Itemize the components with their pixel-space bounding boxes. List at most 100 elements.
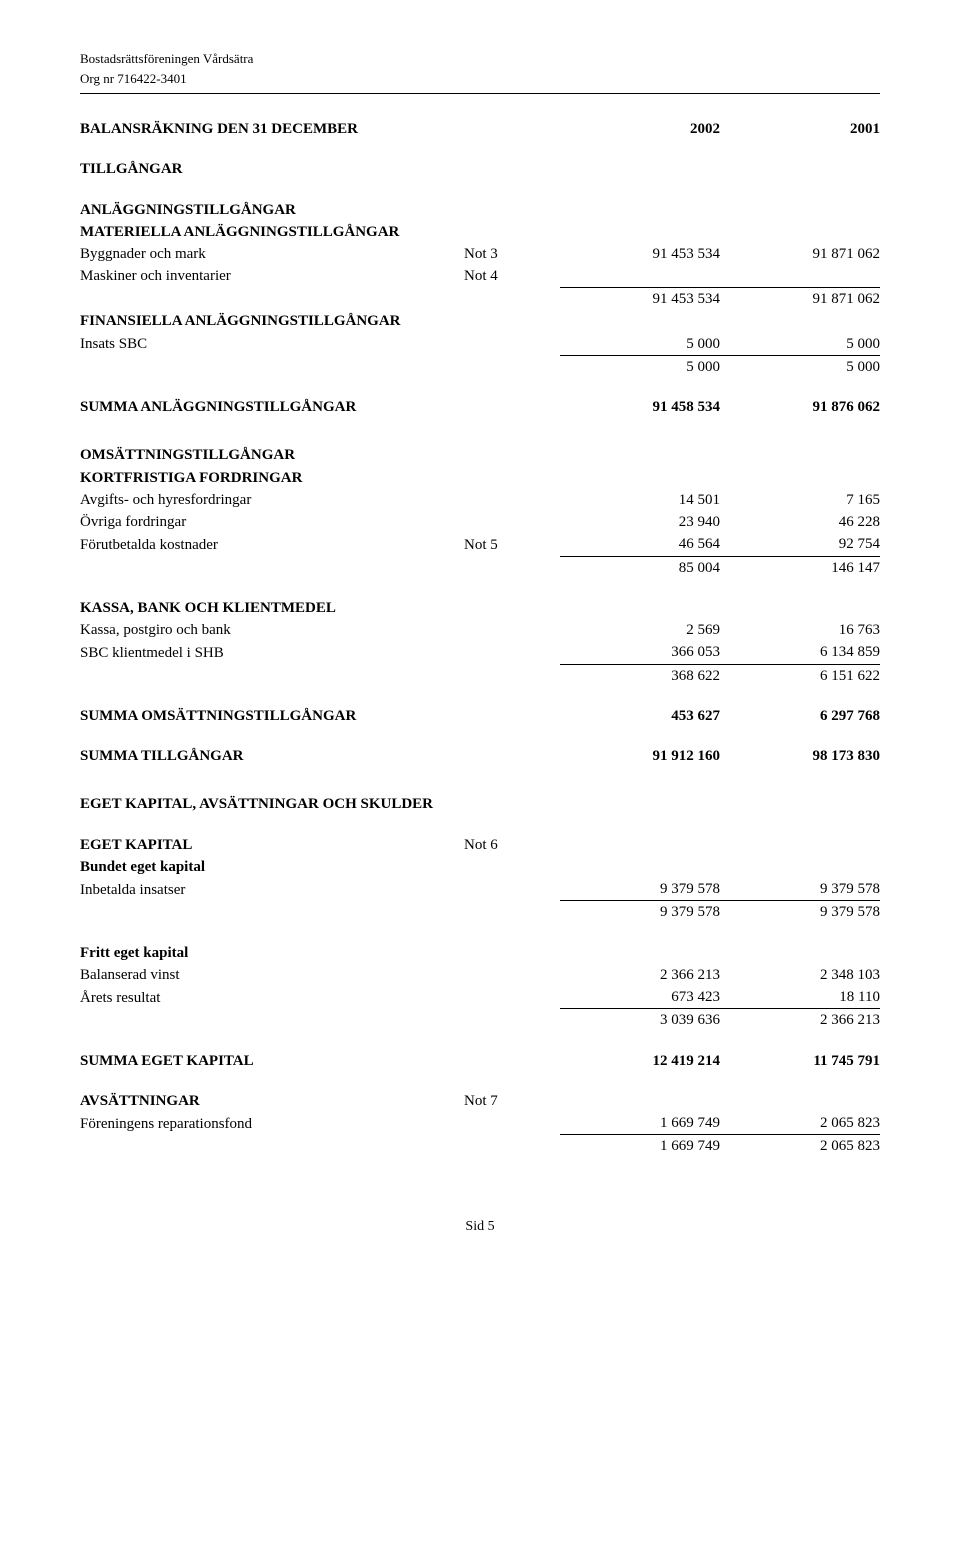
year-1: 2002: [560, 118, 720, 140]
sec-finansiella: FINANSIELLA ANLÄGGNINGSTILLGÅNGAR: [80, 310, 464, 332]
val-2: 146 147: [720, 556, 880, 579]
val-2: 6 151 622: [720, 664, 880, 687]
val-2: 9 379 578: [720, 878, 880, 901]
row-kortfristiga-sum: 85 004 146 147: [80, 556, 880, 579]
row-materiella-sum: 91 453 534 91 871 062: [80, 288, 880, 311]
title-label: BALANSRÄKNING DEN 31 DECEMBER: [80, 118, 464, 140]
sec-kortfristiga: KORTFRISTIGA FORDRINGAR: [80, 467, 464, 489]
label: Föreningens reparationsfond: [80, 1112, 464, 1135]
note: Not 5: [464, 533, 560, 556]
val-1: 23 940: [560, 511, 720, 533]
val-2: 6 134 859: [720, 641, 880, 664]
row-balanserad: Balanserad vinst 2 366 213 2 348 103: [80, 964, 880, 986]
note: Not 3: [464, 243, 560, 265]
label: SUMMA ANLÄGGNINGSTILLGÅNGAR: [80, 396, 464, 418]
val-1: 2 366 213: [560, 964, 720, 986]
row-ek-heading: EGET KAPITAL Not 6: [80, 834, 880, 856]
val-2: 91 871 062: [720, 288, 880, 311]
label: SUMMA EGET KAPITAL: [80, 1050, 464, 1072]
row-summa-ek: SUMMA EGET KAPITAL 12 419 214 11 745 791: [80, 1050, 880, 1072]
sec-anlaggning: ANLÄGGNINGSTILLGÅNGAR: [80, 199, 464, 221]
sec-fritt: Fritt eget kapital: [80, 942, 464, 964]
val-1: 9 379 578: [560, 878, 720, 901]
row-avs-heading: AVSÄTTNINGAR Not 7: [80, 1090, 880, 1112]
val-1: 453 627: [560, 705, 720, 727]
label: Balanserad vinst: [80, 964, 464, 986]
val-1: 14 501: [560, 489, 720, 511]
sec-omsattning: OMSÄTTNINGSTILLGÅNGAR: [80, 444, 464, 466]
val-2: 11 745 791: [720, 1050, 880, 1072]
label: SUMMA TILLGÅNGAR: [80, 745, 464, 767]
row-summa-oms: SUMMA OMSÄTTNINGSTILLGÅNGAR 453 627 6 29…: [80, 705, 880, 727]
val-1: 85 004: [560, 556, 720, 579]
val-1: 3 039 636: [560, 1009, 720, 1032]
row-repfond: Föreningens reparationsfond 1 669 749 2 …: [80, 1112, 880, 1135]
balance-table: BALANSRÄKNING DEN 31 DECEMBER 2002 2001 …: [80, 118, 880, 1158]
label: Kassa, postgiro och bank: [80, 619, 464, 641]
val-2: 91 876 062: [720, 396, 880, 418]
row-byggnader: Byggnader och mark Not 3 91 453 534 91 8…: [80, 243, 880, 265]
org-name: Bostadsrättsföreningen Vårdsätra: [80, 50, 880, 68]
year-2: 2001: [720, 118, 880, 140]
val-1: 91 453 534: [560, 288, 720, 311]
label: SBC klientmedel i SHB: [80, 641, 464, 664]
sec-kassa: KASSA, BANK OCH KLIENTMEDEL: [80, 597, 464, 619]
val-1: 12 419 214: [560, 1050, 720, 1072]
row-bundet-sum: 9 379 578 9 379 578: [80, 901, 880, 924]
val-1: 91 453 534: [560, 243, 720, 265]
val-2: 18 110: [720, 986, 880, 1009]
row-maskiner: Maskiner och inventarier Not 4: [80, 265, 880, 287]
row-arets: Årets resultat 673 423 18 110: [80, 986, 880, 1009]
val-2: 6 297 768: [720, 705, 880, 727]
sec-avs: AVSÄTTNINGAR: [80, 1090, 464, 1112]
label: Byggnader och mark: [80, 243, 464, 265]
note: Not 4: [464, 265, 560, 287]
val-1: 9 379 578: [560, 901, 720, 924]
row-insats: Insats SBC 5 000 5 000: [80, 333, 880, 356]
val-1: 1 669 749: [560, 1135, 720, 1158]
note: Not 6: [464, 834, 560, 856]
label: Övriga fordringar: [80, 511, 464, 533]
row-ovriga: Övriga fordringar 23 940 46 228: [80, 511, 880, 533]
row-finansiella-sum: 5 000 5 000: [80, 355, 880, 378]
val-2: 7 165: [720, 489, 880, 511]
val-2: 92 754: [720, 533, 880, 556]
label: Förutbetalda kostnader: [80, 533, 464, 556]
sec-tillgangar: TILLGÅNGAR: [80, 158, 464, 180]
val-1: 673 423: [560, 986, 720, 1009]
sec-materiella: MATERIELLA ANLÄGGNINGSTILLGÅNGAR: [80, 221, 464, 243]
title-row: BALANSRÄKNING DEN 31 DECEMBER 2002 2001: [80, 118, 880, 140]
row-avgifts: Avgifts- och hyresfordringar 14 501 7 16…: [80, 489, 880, 511]
val-1: 5 000: [560, 355, 720, 378]
val-1: 368 622: [560, 664, 720, 687]
note: Not 7: [464, 1090, 560, 1112]
val-1: 91 912 160: [560, 745, 720, 767]
label: Inbetalda insatser: [80, 878, 464, 901]
row-summa-anl: SUMMA ANLÄGGNINGSTILLGÅNGAR 91 458 534 9…: [80, 396, 880, 418]
val-2: 2 065 823: [720, 1135, 880, 1158]
val-2: 98 173 830: [720, 745, 880, 767]
sec-egetk-sk: EGET KAPITAL, AVSÄTTNINGAR OCH SKULDER: [80, 793, 464, 815]
label: SUMMA OMSÄTTNINGSTILLGÅNGAR: [80, 705, 464, 727]
row-sbc: SBC klientmedel i SHB 366 053 6 134 859: [80, 641, 880, 664]
val-1: 2 569: [560, 619, 720, 641]
page-footer: Sid 5: [80, 1218, 880, 1237]
label: Avgifts- och hyresfordringar: [80, 489, 464, 511]
val-1: 1 669 749: [560, 1112, 720, 1135]
row-kassa: Kassa, postgiro och bank 2 569 16 763: [80, 619, 880, 641]
row-avs-sum: 1 669 749 2 065 823: [80, 1135, 880, 1158]
row-kassa-sum: 368 622 6 151 622: [80, 664, 880, 687]
row-fritt-sum: 3 039 636 2 366 213: [80, 1009, 880, 1032]
sec-bundet: Bundet eget kapital: [80, 856, 464, 878]
org-number: Org nr 716422-3401: [80, 70, 880, 95]
val-2: 2 366 213: [720, 1009, 880, 1032]
label: Insats SBC: [80, 333, 464, 356]
val-2: 9 379 578: [720, 901, 880, 924]
val-1: 91 458 534: [560, 396, 720, 418]
val-2: 2 065 823: [720, 1112, 880, 1135]
val-1: 46 564: [560, 533, 720, 556]
label: Maskiner och inventarier: [80, 265, 464, 287]
val-2: 2 348 103: [720, 964, 880, 986]
val-1: 5 000: [560, 333, 720, 356]
row-summa-till: SUMMA TILLGÅNGAR 91 912 160 98 173 830: [80, 745, 880, 767]
